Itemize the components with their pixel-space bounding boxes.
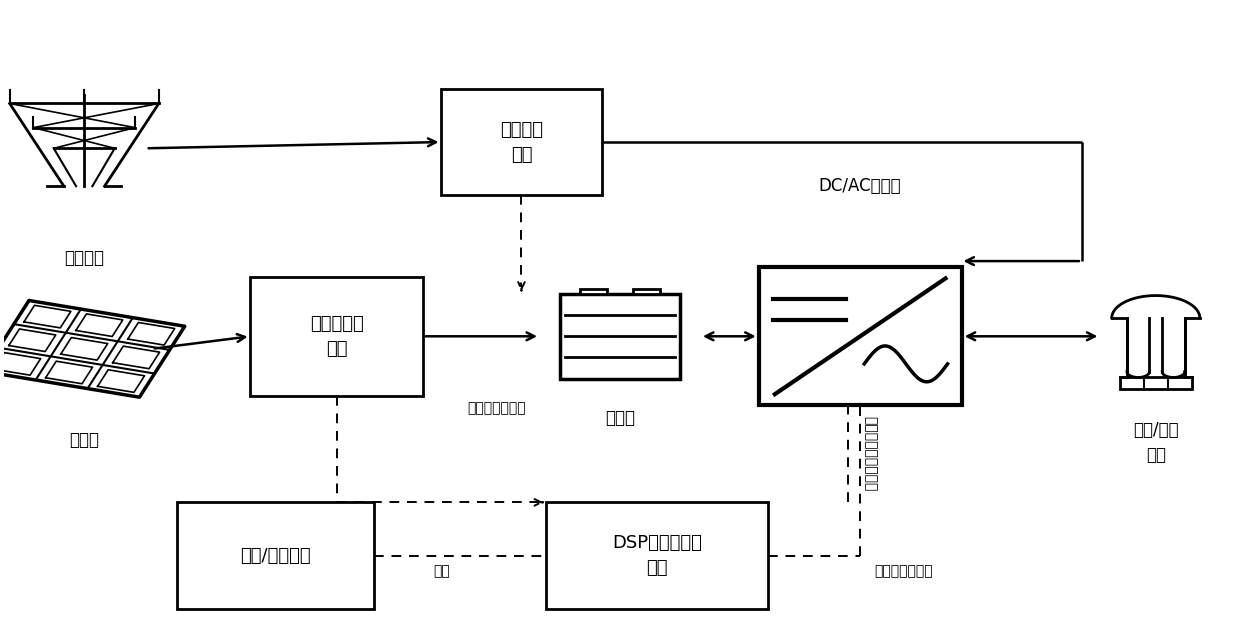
FancyBboxPatch shape xyxy=(580,290,606,294)
FancyBboxPatch shape xyxy=(441,89,601,196)
FancyBboxPatch shape xyxy=(634,290,660,294)
Text: DC/AC变换器: DC/AC变换器 xyxy=(818,177,901,195)
Text: 信号采样及控制地址: 信号采样及控制地址 xyxy=(863,416,877,491)
Text: 蓄电池: 蓄电池 xyxy=(605,409,635,427)
Polygon shape xyxy=(0,300,185,397)
Text: 信号采样及控制: 信号采样及控制 xyxy=(467,401,526,415)
FancyBboxPatch shape xyxy=(250,277,423,396)
Text: DSP数字处理器
模块: DSP数字处理器 模块 xyxy=(613,534,702,577)
Text: 光伏板: 光伏板 xyxy=(69,431,99,449)
Text: 三相/单相
负载: 三相/单相 负载 xyxy=(1133,422,1178,464)
FancyBboxPatch shape xyxy=(176,502,373,609)
FancyBboxPatch shape xyxy=(560,294,680,378)
FancyBboxPatch shape xyxy=(1120,377,1192,389)
Text: 显示/对外通讯: 显示/对外通讯 xyxy=(239,547,310,565)
Text: 三相市电: 三相市电 xyxy=(64,249,104,267)
Text: 通讯: 通讯 xyxy=(433,565,450,578)
FancyBboxPatch shape xyxy=(759,267,962,405)
Text: 市电旁路
模块: 市电旁路 模块 xyxy=(500,121,543,164)
Text: 光伏控制器
模块: 光伏控制器 模块 xyxy=(310,315,363,358)
Text: 信号采样及控制: 信号采样及控制 xyxy=(874,565,932,578)
FancyBboxPatch shape xyxy=(546,502,768,609)
